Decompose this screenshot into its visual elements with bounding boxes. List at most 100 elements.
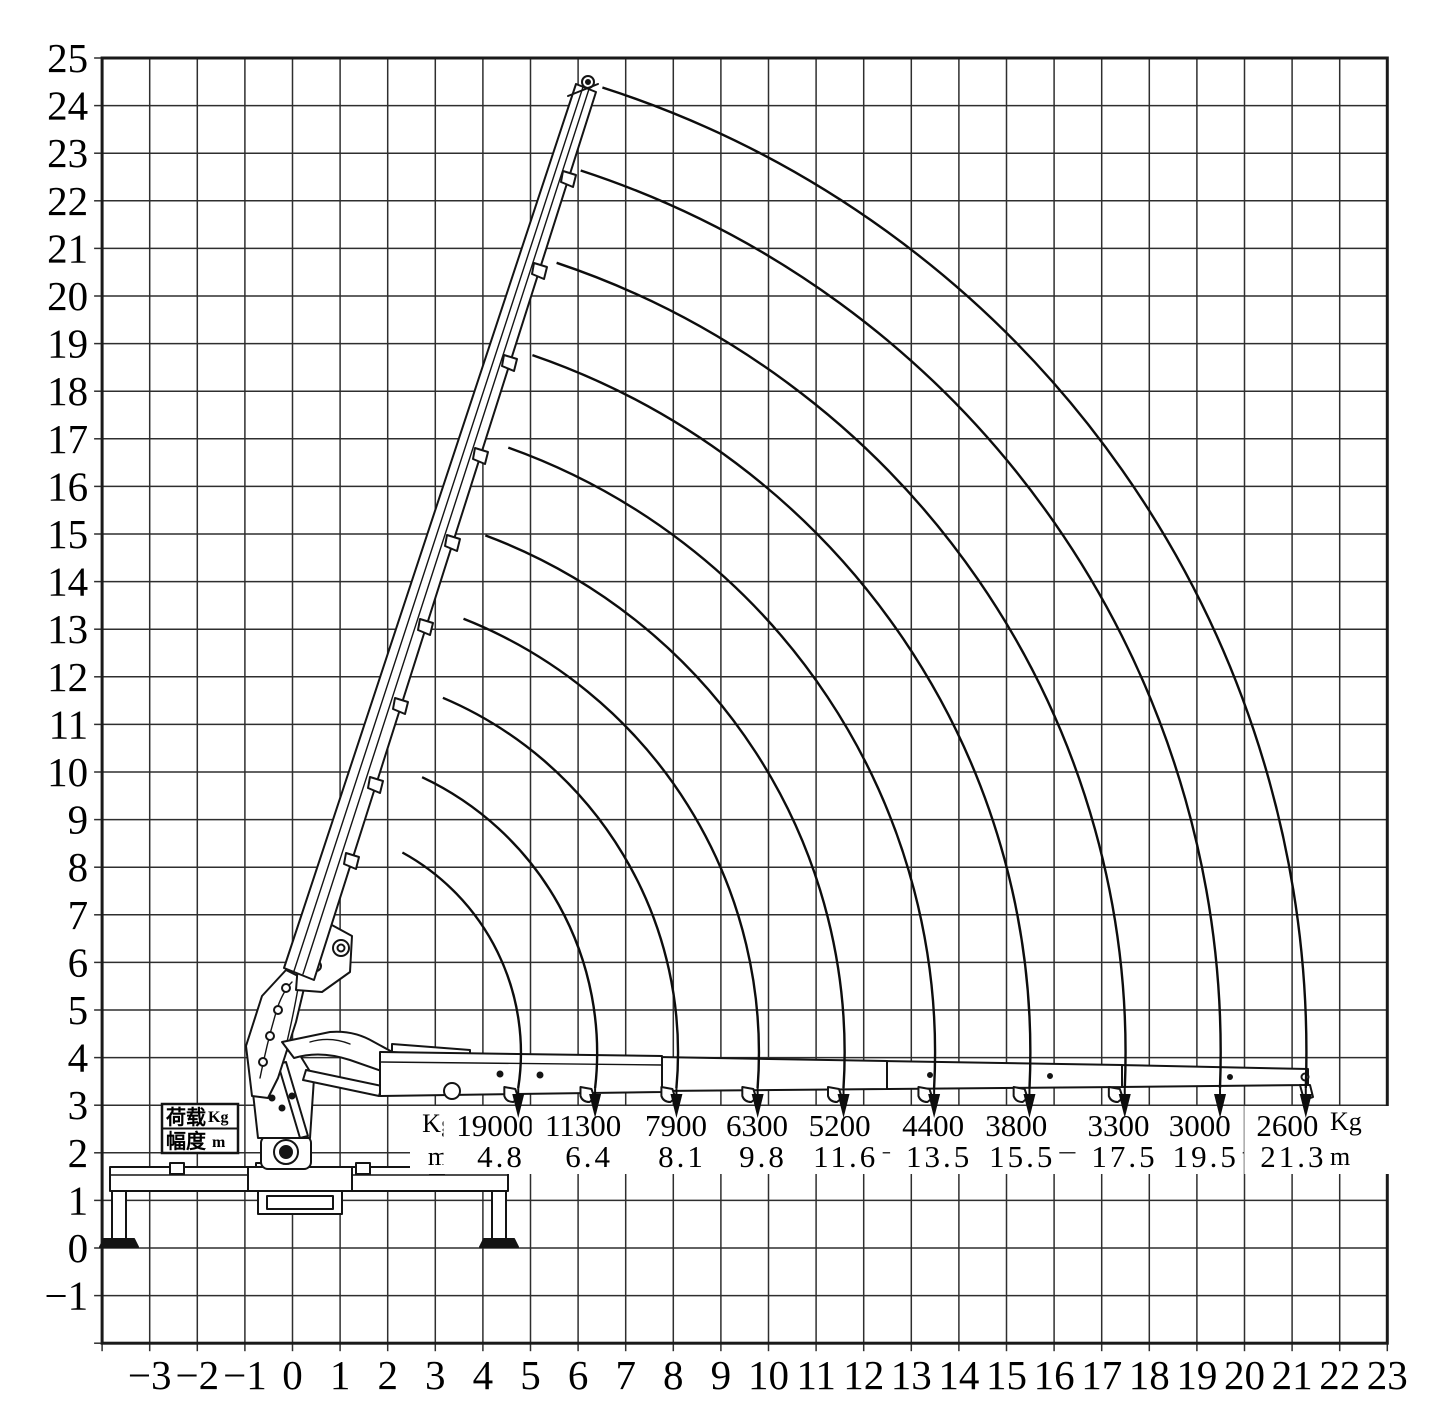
x-axis-tick-label: 9 bbox=[711, 1352, 732, 1398]
x-axis-tick-label: 23 bbox=[1367, 1352, 1408, 1398]
capacity-kg-value: 19000 bbox=[456, 1108, 534, 1143]
capacity-arc bbox=[532, 353, 1032, 1089]
y-axis-tick-label: 0 bbox=[68, 1225, 89, 1271]
x-axis-tick-label: 17 bbox=[1081, 1352, 1122, 1398]
y-axis-tick-label: 20 bbox=[47, 273, 88, 319]
chassis-plate bbox=[247, 1166, 353, 1192]
y-axis-tick-label: 15 bbox=[47, 511, 88, 557]
capacity-kg-value: 3300 bbox=[1088, 1108, 1150, 1143]
arc-arrow-head bbox=[1023, 1094, 1036, 1118]
vboom-section-bracket bbox=[343, 852, 360, 870]
x-axis-tick-label: 6 bbox=[568, 1352, 589, 1398]
capacity-arc bbox=[463, 617, 761, 1089]
capacity-kg-value: 3800 bbox=[985, 1108, 1047, 1143]
outrigger-leg-left bbox=[111, 1190, 127, 1240]
arc-arrow-head bbox=[928, 1094, 941, 1118]
y-axis-tick-label: 14 bbox=[47, 559, 88, 605]
arc-arrow-head bbox=[589, 1094, 602, 1118]
hboom-section3 bbox=[882, 1060, 1123, 1090]
vboom-section-bracket bbox=[501, 354, 518, 372]
y-axis-tick-label: 13 bbox=[47, 606, 88, 652]
x-axis-tick-label: −1 bbox=[223, 1352, 267, 1398]
capacity-m-value: 17.5 bbox=[1091, 1139, 1157, 1174]
axis-labels: −3 −2 −1 0 1 2 3 4 5 6 7 8 9 10 11 12 13 14 15 16 17 18 19 20 21… bbox=[44, 35, 1407, 1398]
hboom-section4 bbox=[1117, 1064, 1309, 1088]
x-axis-tick-label: 11 bbox=[796, 1352, 835, 1398]
y-axis-tick-label: 9 bbox=[68, 797, 89, 843]
label-mask bbox=[973, 1106, 1060, 1174]
x-axis-tick-label: 1 bbox=[330, 1352, 351, 1398]
y-axis-tick-label: 4 bbox=[68, 1035, 89, 1081]
rivet bbox=[927, 1072, 933, 1078]
vboom-tip-plate bbox=[567, 83, 599, 97]
x-axis-tick-label: 10 bbox=[748, 1352, 789, 1398]
x-axis-tick-label: 14 bbox=[938, 1352, 979, 1398]
capacity-m-header: m bbox=[428, 1142, 448, 1171]
x-axis-tick-label: 0 bbox=[282, 1352, 303, 1398]
x-axis-tick-label: 2 bbox=[377, 1352, 398, 1398]
vboom-section-bracket bbox=[531, 262, 548, 280]
arc-arrow-head bbox=[751, 1094, 764, 1118]
capacity-label-row: Kgm190004.8113006.479008.163009.8520011.… bbox=[410, 1106, 1392, 1174]
rivet bbox=[288, 1092, 296, 1100]
label-mask bbox=[1326, 1106, 1392, 1174]
x-axis-tick-label: 16 bbox=[1034, 1352, 1075, 1398]
y-axis-tick-label: 8 bbox=[68, 844, 89, 890]
capacity-arc bbox=[401, 851, 523, 1089]
hboom-section2 bbox=[657, 1056, 888, 1092]
y-axis-tick-label: 23 bbox=[47, 130, 88, 176]
rivet bbox=[1227, 1074, 1233, 1080]
arc-arrow-head bbox=[670, 1094, 683, 1118]
x-axis-tick-label: 5 bbox=[520, 1352, 541, 1398]
x-axis-tick-label: 21 bbox=[1272, 1352, 1313, 1398]
capacity-kg-value: 2600 bbox=[1256, 1108, 1318, 1143]
y-axis-tick-label: 22 bbox=[47, 178, 88, 224]
x-axis-tick-label: 8 bbox=[663, 1352, 684, 1398]
outrigger-foot-right bbox=[479, 1238, 519, 1248]
arc-arrow-head bbox=[1118, 1094, 1131, 1118]
capacity-m-value: 11.6 bbox=[813, 1139, 878, 1174]
legend-box: 荷载 Kg 幅度 m bbox=[160, 1102, 240, 1155]
y-axis-tick-label: 16 bbox=[47, 463, 88, 509]
x-axis-tick-label: 13 bbox=[891, 1352, 932, 1398]
arc-arrow-head bbox=[1214, 1094, 1227, 1118]
capacity-arc bbox=[556, 261, 1127, 1089]
vboom-line bbox=[293, 86, 584, 972]
vboom-section-bracket bbox=[367, 776, 384, 794]
chassis-block-inner bbox=[266, 1195, 334, 1210]
label-mask bbox=[1156, 1106, 1243, 1174]
rivet bbox=[278, 1104, 286, 1112]
label-mask bbox=[713, 1106, 800, 1174]
rivet bbox=[268, 1094, 276, 1102]
x-axis-tick-label: 19 bbox=[1176, 1352, 1217, 1398]
capacity-arc bbox=[484, 534, 846, 1089]
vboom-section-bracket bbox=[392, 697, 409, 715]
capacity-arc bbox=[602, 86, 1308, 1089]
y-axis-tick-label: 7 bbox=[68, 892, 89, 938]
y-axis-tick-label: 12 bbox=[47, 654, 88, 700]
vboom-tip-pulley-inner bbox=[585, 79, 591, 85]
y-axis-tick-label: 5 bbox=[68, 987, 89, 1033]
vboom-section-bracket bbox=[417, 618, 434, 636]
outrigger-clamp bbox=[355, 1162, 371, 1175]
capacity-m-value: 9.8 bbox=[739, 1139, 787, 1174]
y-axis-tick-label: 6 bbox=[68, 939, 89, 985]
capacity-arc bbox=[580, 169, 1222, 1089]
y-axis-tick-label: 11 bbox=[49, 701, 88, 747]
y-axis-tick-label: 19 bbox=[47, 321, 88, 367]
capacity-m-value: 6.4 bbox=[565, 1139, 613, 1174]
label-mask bbox=[1075, 1106, 1162, 1174]
capacity-m-value: 21.3 bbox=[1260, 1139, 1326, 1174]
capacity-kg-value: 3000 bbox=[1169, 1108, 1231, 1143]
rivet bbox=[496, 1070, 504, 1078]
capacity-arc bbox=[507, 446, 937, 1089]
x-axis-tick-label: 7 bbox=[615, 1352, 636, 1398]
fold-arm-cylinder bbox=[302, 1069, 383, 1097]
x-axis-tick-label: 18 bbox=[1129, 1352, 1170, 1398]
x-axis-tick-label: 12 bbox=[843, 1352, 884, 1398]
y-axis-tick-label: −1 bbox=[44, 1273, 88, 1319]
x-axis-tick-label: 3 bbox=[425, 1352, 446, 1398]
y-axis-tick-label: 1 bbox=[68, 1177, 89, 1223]
